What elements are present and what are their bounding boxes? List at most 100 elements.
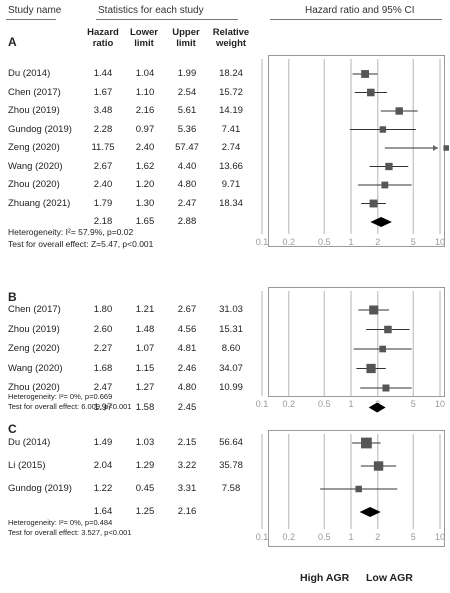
panel-a-tick-label-5: 5 [410,237,416,247]
panel-a-tick-label-3: 1 [348,237,354,247]
panel-b-study-name-0: Chen (2017) [8,304,61,315]
panel-a-upper-3: 5.36 [177,123,197,135]
panel-c-hr-2: 1.22 [93,483,113,494]
panel-a-point-3 [379,126,387,133]
panel-a-point-7 [369,199,378,208]
panel-b-study-name-4: Zhou (2020) [8,382,60,393]
col-hazard-ratio-line1: Hazard [87,27,119,38]
panel-a-weight-2: 14.19 [219,105,243,116]
panel-c-pooled-diamond [359,507,381,517]
panel-b-study-name-1: Zhou (2019) [8,323,60,335]
panel-c-tick-label-6: 10 [434,532,445,542]
statistics-header: Statistics for each study [98,5,204,16]
panel-a-weight-4: 2.74 [221,142,241,153]
panel-c-heterogeneity: Heterogeneity: I²= 0%, p=0.484 [8,518,113,527]
panel-a-weight-1: 15.72 [219,86,243,98]
panel-a-tick-label-4: 2 [375,237,381,247]
panel-b-overall-effect: Test for overall effect: 6.009, p<0.001 [8,402,132,411]
panel-c-pooled-upper: 2.16 [177,506,197,517]
panel-a-tick-label-2: 0.5 [317,237,331,247]
panel-a-upper-4: 57.47 [175,142,199,153]
panel-a-lower-6: 1.20 [135,179,155,190]
panel-b-point-1 [384,325,392,334]
panel-a-weight-5: 13.66 [219,160,243,172]
panel-a-upper-5: 4.40 [177,160,197,172]
panel-b-hr-1: 2.60 [93,323,113,335]
panel-b-pooled-lower: 1.58 [135,401,155,413]
panel-a-lower-3: 0.97 [135,123,155,135]
panel-a-weight-6: 9.71 [221,179,241,190]
panel-c-weight-1: 35.78 [219,460,243,471]
panel-a-hr-3: 2.28 [93,123,113,135]
panel-b-weight-2: 8.60 [221,343,241,354]
col-relative-weight: Relative weight [208,27,254,50]
panel-b-pooled-upper: 2.45 [177,401,197,413]
panel-b-upper-2: 4.81 [177,343,197,354]
panel-c-tick-label-0: 0.1 [255,532,269,542]
panel-a-hr-4: 11.75 [91,142,115,153]
col-relative-weight-line1: Relative [212,27,250,38]
panel-a-study-name-2: Zhou (2019) [8,105,60,116]
panel-a-hr-2: 3.48 [93,105,113,116]
panel-c-tick-label-3: 1 [348,532,354,542]
header-rule-right [270,19,442,20]
panel-b-weight-1: 15.31 [219,323,243,335]
panel-b-pooled-hr: 1.97 [93,401,113,413]
panel-c-hr-1: 2.04 [93,460,113,471]
panel-b-upper-4: 4.80 [177,382,197,393]
panel-a-weight-7: 18.34 [219,197,243,209]
col-lower-limit: Lower limit [124,27,164,50]
panel-c-lower-0: 1.03 [135,437,155,448]
panel-b-plot [268,287,445,397]
panel-a-weight-3: 7.41 [221,123,241,135]
col-upper-limit-line1: Upper [172,27,200,38]
panel-a-hr-1: 1.67 [93,86,113,98]
col-upper-limit-line2: limit [176,37,196,49]
panel-c-point-2 [355,485,362,493]
panel-b-tick-label-6: 10 [434,399,445,409]
study-name-header: Study name [8,5,62,16]
panel-a-study-name-5: Wang (2020) [8,160,63,172]
col-lower-limit-line2: limit [134,37,154,49]
panel-b-lower-1: 1.48 [135,323,155,335]
panel-c-label: C [8,422,17,436]
panel-c-study-name-0: Du (2014) [8,437,51,448]
panel-b-weight-0: 31.03 [219,304,243,315]
panel-b-upper-1: 4.56 [177,323,197,335]
panel-c-upper-2: 3.31 [177,483,197,494]
panel-b-tick-label-0: 0.1 [255,399,269,409]
panel-b-upper-3: 2.46 [177,362,197,374]
col-hazard-ratio: Hazard ratio [78,27,128,50]
panel-a-tick-label-6: 10 [434,237,445,247]
panel-a-lower-4: 2.40 [135,142,155,153]
header-rule-middle [96,19,238,20]
panel-b-point-4 [382,384,390,392]
panel-a-overall-effect: Test for overall effect: Z=5.47, p<0.001 [8,239,154,249]
panel-c-lower-1: 1.29 [135,460,155,471]
panel-a-point-6 [381,181,389,189]
panel-c-overall-effect: Test for overall effect: 3.527, p<0.001 [8,528,132,537]
ci-header: Hazard ratio and 95% CI [305,5,415,16]
panel-b-tick-label-3: 1 [348,399,354,409]
panel-a-pooled-upper: 2.88 [177,216,197,227]
panel-c-tick-label-4: 2 [375,532,381,542]
panel-b-study-name-2: Zeng (2020) [8,343,60,354]
panel-a-upper-7: 2.47 [177,197,197,209]
panel-a-plot [268,55,445,247]
panel-b-study-name-3: Wang (2020) [8,362,63,374]
panel-a-upper-1: 2.54 [177,86,197,98]
panel-a-heterogeneity: Heterogeneity: I²= 57.9%, p=0.02 [8,227,134,237]
panel-c-upper-1: 3.22 [177,460,197,471]
panel-c-point-0 [361,437,372,449]
panel-a-tick-label-0: 0.1 [255,237,269,247]
panel-b-weight-4: 10.99 [219,382,243,393]
panel-a-lower-1: 1.10 [135,86,155,98]
panel-c-study-name-2: Gundog (2019) [8,483,72,494]
panel-b-lower-2: 1.07 [135,343,155,354]
panel-a-hr-7: 1.79 [93,197,113,209]
panel-b-lower-4: 1.27 [135,382,155,393]
panel-c-pooled-hr: 1.64 [93,506,113,517]
panel-b-upper-0: 2.67 [177,304,197,315]
panel-b-point-2 [379,345,387,353]
